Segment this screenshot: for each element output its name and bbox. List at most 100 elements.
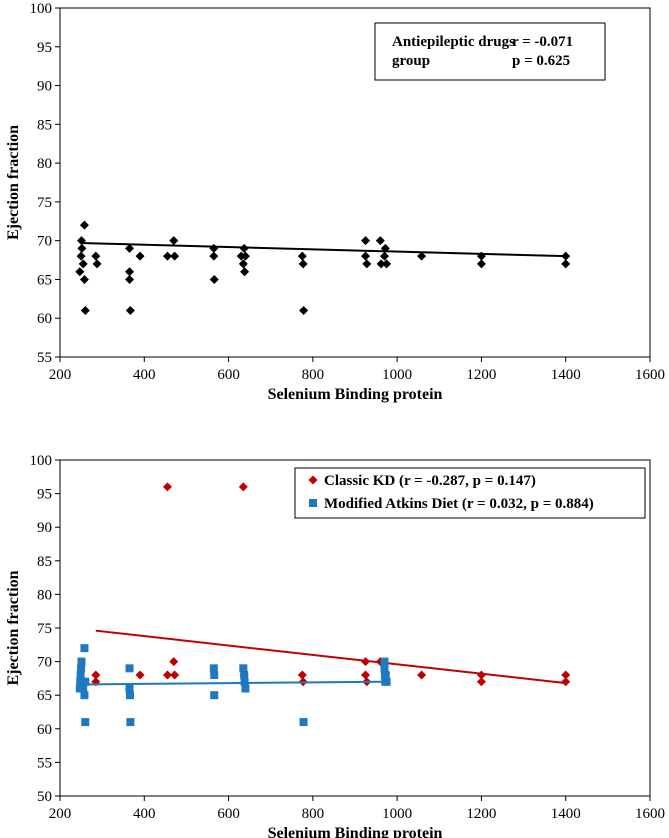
- trendline: [95, 629, 566, 685]
- data-point: [299, 305, 309, 315]
- data-point: [209, 274, 219, 284]
- annotation-group-label: Antiepileptic drugs: [392, 34, 515, 50]
- data-point: [361, 670, 371, 680]
- data-point: [297, 670, 307, 680]
- data-point: [125, 691, 134, 700]
- x-tick-label: 600: [217, 806, 240, 822]
- series-1: [91, 482, 571, 687]
- data-point: [382, 259, 392, 269]
- x-axis-title: Selenium Binding protein: [268, 825, 443, 838]
- data-point: [240, 251, 250, 261]
- y-tick-label: 70: [37, 234, 52, 250]
- data-point: [476, 677, 486, 687]
- data-point: [91, 670, 101, 680]
- y-tick-label: 90: [37, 79, 52, 95]
- data-point: [240, 267, 250, 277]
- x-tick-label: 800: [302, 806, 325, 822]
- data-point: [209, 664, 218, 673]
- x-tick-label: 1200: [466, 367, 496, 383]
- data-point: [561, 677, 571, 687]
- x-tick-label: 1400: [551, 367, 581, 383]
- data-point: [240, 677, 249, 686]
- data-point: [125, 305, 135, 315]
- data-point: [561, 259, 571, 269]
- y-tick-label: 80: [37, 156, 52, 172]
- y-tick-label: 55: [37, 755, 52, 771]
- x-tick-label: 1200: [466, 806, 496, 822]
- y-tick-label: 100: [30, 453, 53, 469]
- y-tick-label: 75: [37, 195, 52, 211]
- data-point: [125, 243, 135, 253]
- data-point: [561, 670, 571, 680]
- y-tick-label: 60: [37, 311, 52, 327]
- y-tick-label: 60: [37, 722, 52, 738]
- y-tick-label: 55: [37, 350, 52, 366]
- annotation-group-label: group: [392, 53, 430, 69]
- data-point: [361, 657, 371, 667]
- data-point: [80, 644, 89, 653]
- data-point: [76, 251, 86, 261]
- data-point: [125, 267, 135, 277]
- x-tick-label: 1600: [635, 367, 665, 383]
- y-tick-label: 65: [37, 688, 52, 704]
- data-point: [81, 677, 90, 686]
- x-tick-label: 800: [302, 367, 325, 383]
- data-point: [382, 677, 391, 686]
- y-tick-label: 95: [37, 40, 52, 56]
- series-2: [75, 644, 391, 727]
- x-tick-label: 400: [133, 367, 156, 383]
- data-point: [77, 664, 86, 673]
- data-point: [81, 718, 90, 727]
- trendline: [79, 241, 566, 258]
- data-point: [135, 670, 145, 680]
- data-point: [238, 482, 248, 492]
- legend-marker: [309, 499, 317, 507]
- series-1: [75, 220, 571, 315]
- legend-box: [294, 467, 646, 519]
- legend-label: Modified Atkins Diet (r = 0.032, p = 0.8…: [324, 496, 594, 512]
- y-tick-label: 95: [37, 487, 52, 503]
- data-point: [298, 259, 308, 269]
- data-point: [381, 671, 390, 680]
- legend-label: Classic KD (r = -0.287, p = 0.147): [324, 473, 536, 489]
- data-point: [239, 664, 248, 673]
- data-point: [169, 236, 179, 246]
- data-point: [209, 243, 219, 253]
- data-point: [210, 671, 219, 680]
- annotation-p-value: p = 0.625: [512, 53, 570, 69]
- data-point: [75, 267, 85, 277]
- x-tick-label: 200: [49, 367, 72, 383]
- y-tick-label: 70: [37, 655, 52, 671]
- data-point: [91, 251, 101, 261]
- annotation-r-value: r = -0.071: [512, 34, 573, 50]
- legend-marker: [308, 475, 318, 485]
- data-point: [170, 251, 180, 261]
- data-point: [77, 243, 87, 253]
- data-point: [476, 259, 486, 269]
- data-point: [125, 274, 135, 284]
- y-tick-label: 75: [37, 621, 52, 637]
- trendline: [79, 680, 387, 686]
- x-tick-label: 200: [49, 806, 72, 822]
- data-point: [77, 657, 86, 666]
- data-point: [169, 657, 179, 667]
- data-point: [80, 691, 89, 700]
- y-axis-title: Ejection fraction: [5, 125, 22, 240]
- data-point: [297, 251, 307, 261]
- y-tick-label: 85: [37, 117, 52, 133]
- data-point: [299, 718, 308, 727]
- data-point: [135, 251, 145, 261]
- data-point: [79, 684, 88, 693]
- data-point: [209, 251, 219, 261]
- data-point: [362, 259, 372, 269]
- y-axis-title: Ejection fraction: [5, 570, 22, 685]
- data-point: [80, 305, 90, 315]
- data-point: [239, 243, 249, 253]
- data-point: [476, 670, 486, 680]
- data-point: [380, 664, 389, 673]
- chart-diet-comparison: 50 55 60 65 70 75 80 85 90 95 100 200 400 600 800 1000 1…: [5, 453, 665, 838]
- data-point: [380, 251, 389, 261]
- y-tick-label: 90: [37, 520, 52, 536]
- data-point: [375, 236, 385, 246]
- y-tick-label: 85: [37, 554, 52, 570]
